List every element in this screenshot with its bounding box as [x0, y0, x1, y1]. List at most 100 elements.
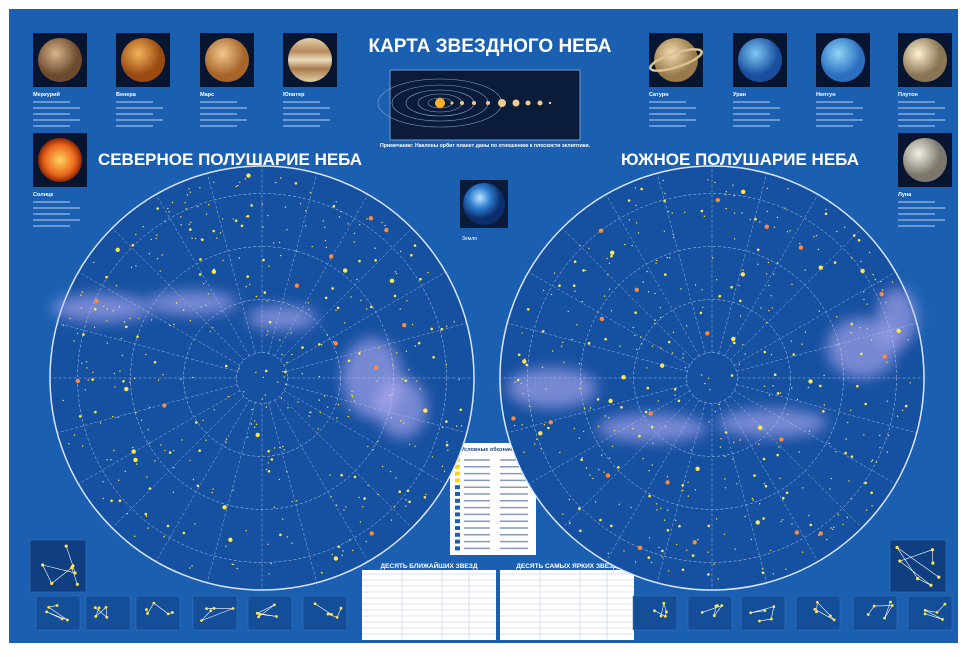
star — [349, 409, 350, 410]
star — [782, 497, 785, 500]
star — [237, 568, 238, 569]
star — [819, 531, 823, 535]
star — [608, 553, 609, 554]
star — [266, 334, 267, 335]
star — [630, 507, 631, 508]
table-title: ДЕСЯТЬ БЛИЖАЙШИХ ЗВЕЗД — [381, 561, 478, 570]
planet-label: Сатурн — [649, 92, 669, 98]
star — [329, 254, 333, 258]
star — [352, 396, 353, 397]
constellation-star — [327, 613, 330, 616]
star — [82, 291, 83, 292]
star — [792, 353, 795, 356]
constellation-star — [70, 566, 73, 569]
legend-swatch — [455, 546, 460, 550]
star — [395, 271, 396, 272]
star — [701, 210, 704, 213]
star — [554, 273, 555, 274]
star — [742, 344, 743, 345]
star — [106, 320, 107, 321]
constellation-star — [931, 562, 934, 565]
star — [724, 456, 725, 457]
star — [579, 363, 580, 364]
star — [189, 460, 190, 461]
star — [518, 354, 521, 357]
star — [720, 446, 721, 447]
planet-dot — [513, 100, 520, 107]
star — [863, 434, 864, 435]
star — [382, 466, 383, 467]
star — [92, 372, 93, 373]
star — [629, 219, 630, 220]
star — [263, 377, 264, 378]
constellation-star — [833, 619, 836, 622]
star — [250, 204, 253, 207]
star — [141, 420, 142, 421]
star — [610, 251, 614, 255]
planet — [821, 38, 865, 82]
star — [778, 446, 779, 447]
star — [664, 231, 665, 232]
star — [119, 306, 120, 307]
star — [208, 293, 209, 294]
star — [393, 365, 394, 366]
star — [350, 296, 351, 297]
star — [267, 331, 268, 332]
star — [124, 321, 125, 322]
star — [663, 180, 664, 181]
star — [718, 578, 719, 579]
star — [850, 323, 853, 326]
star — [805, 269, 806, 270]
star — [348, 360, 351, 363]
star — [641, 343, 642, 344]
star — [870, 492, 873, 495]
star — [423, 408, 427, 412]
star — [199, 258, 202, 261]
star — [574, 260, 577, 263]
star — [446, 444, 449, 447]
star — [664, 520, 665, 521]
star — [154, 361, 157, 364]
star — [678, 400, 681, 403]
star — [173, 467, 174, 468]
star — [682, 569, 685, 572]
star — [709, 389, 710, 390]
star — [634, 335, 635, 336]
star — [759, 503, 760, 504]
star — [838, 514, 839, 515]
constellation-star — [256, 612, 259, 615]
star — [598, 469, 599, 470]
star — [822, 410, 825, 413]
star — [859, 327, 860, 328]
milky-way — [52, 294, 152, 322]
constellation-star — [152, 602, 155, 605]
star — [360, 300, 361, 301]
star — [777, 262, 778, 263]
star — [281, 354, 282, 355]
star — [132, 449, 136, 453]
star — [129, 382, 130, 383]
star — [610, 255, 613, 258]
star — [523, 452, 524, 453]
star — [847, 422, 848, 423]
star — [886, 362, 887, 363]
star — [102, 481, 103, 482]
sun-dot — [435, 98, 445, 108]
star — [797, 399, 798, 400]
legend-swatch — [455, 533, 460, 537]
star — [162, 254, 163, 255]
planet-label: Уран — [733, 92, 746, 98]
constellation-star — [924, 612, 927, 615]
star — [733, 195, 734, 196]
star — [336, 505, 337, 506]
star — [529, 406, 530, 407]
star — [708, 378, 709, 379]
star — [521, 424, 522, 425]
star — [233, 564, 234, 565]
star — [319, 376, 320, 377]
star — [678, 525, 681, 528]
star — [584, 407, 585, 408]
star — [719, 295, 722, 298]
star — [774, 373, 777, 376]
star — [879, 447, 880, 448]
